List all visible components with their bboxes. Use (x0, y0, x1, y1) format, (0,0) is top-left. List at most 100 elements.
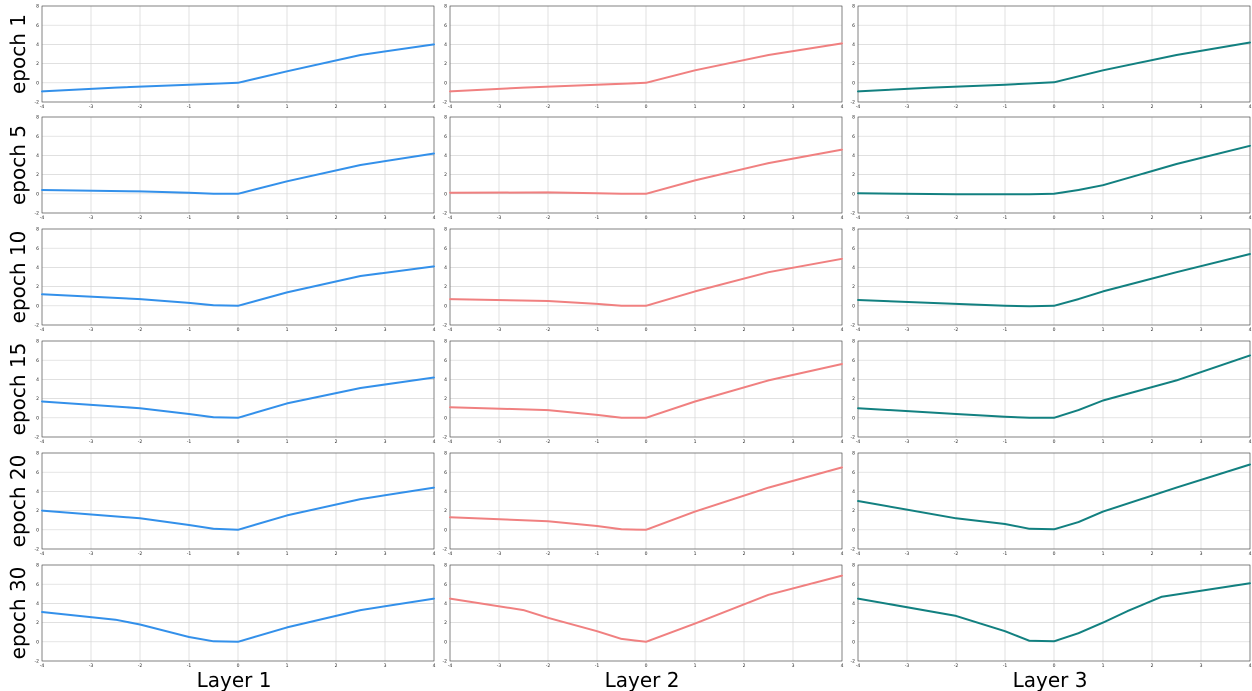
y-tick-label: 0 (444, 639, 447, 645)
x-tick-label: -4 (856, 215, 861, 221)
x-tick-label: 1 (1102, 327, 1105, 333)
panel-frame (41, 116, 435, 214)
x-tick-label: 0 (1053, 439, 1056, 445)
x-tick-label: 0 (1053, 551, 1056, 557)
y-tick-label: 2 (36, 61, 39, 67)
y-tick-label: 2 (852, 508, 855, 514)
x-tick-label: 0 (645, 215, 648, 221)
panel-frame (857, 116, 1251, 214)
y-tick-label: 0 (852, 415, 855, 421)
x-tick-label: 4 (841, 663, 844, 669)
y-tick-label: 4 (36, 601, 39, 607)
y-tick-label: -2 (35, 211, 40, 217)
x-tick-label: -3 (497, 551, 502, 557)
x-tick-label: 2 (1151, 439, 1154, 445)
x-tick-label: 0 (645, 439, 648, 445)
x-tick-label: 2 (743, 215, 746, 221)
x-tick-label: -3 (905, 215, 910, 221)
x-tick-label: -2 (138, 327, 143, 333)
y-tick-label: 4 (852, 601, 855, 607)
x-tick-label: 4 (433, 104, 436, 110)
y-tick-label: 6 (36, 134, 39, 140)
series-line (857, 41, 1251, 93)
x-tick-label: 4 (433, 215, 436, 221)
y-tick-label: -2 (851, 547, 856, 553)
y-tick-label: 8 (36, 563, 39, 569)
y-tick-label: 6 (444, 470, 447, 476)
panel-frame (449, 116, 843, 214)
x-tick-label: -2 (138, 663, 143, 669)
x-tick-label: -2 (138, 215, 143, 221)
panel-r4-c0: -4 -3 -2 -1 0 1 2 3 4 -2 0 2 4 6 8 (35, 451, 436, 557)
x-tick-label: -2 (546, 327, 551, 333)
column-label: Layer 1 (197, 668, 272, 691)
x-tick-label: 0 (237, 439, 240, 445)
x-tick-label: 3 (1200, 327, 1203, 333)
y-tick-label: -2 (35, 100, 40, 106)
x-tick-label: -4 (856, 663, 861, 669)
y-tick-label: 8 (36, 115, 39, 121)
x-tick-label: 2 (1151, 215, 1154, 221)
x-tick-label: -3 (497, 215, 502, 221)
y-tick-label: 8 (444, 4, 447, 10)
x-tick-label: -2 (138, 439, 143, 445)
y-tick-label: 6 (852, 470, 855, 476)
panel-r4-c1: -4 -3 -2 -1 0 1 2 3 4 -2 0 2 4 6 8 (443, 451, 844, 557)
row-label: epoch 15 (6, 343, 30, 436)
x-tick-label: -3 (89, 551, 94, 557)
panel-r3-c0: -4 -3 -2 -1 0 1 2 3 4 -2 0 2 4 6 8 (35, 339, 436, 445)
y-tick-label: 0 (444, 303, 447, 309)
x-tick-label: 3 (1200, 104, 1203, 110)
y-tick-label: -2 (851, 211, 856, 217)
x-tick-label: -3 (905, 663, 910, 669)
x-tick-label: 0 (645, 327, 648, 333)
y-tick-label: 8 (852, 339, 855, 345)
y-tick-label: 0 (444, 191, 447, 197)
x-tick-label: -4 (856, 327, 861, 333)
x-tick-label: 0 (237, 215, 240, 221)
row-label: epoch 1 (6, 14, 30, 94)
series-line (857, 582, 1251, 643)
x-tick-label: 3 (384, 215, 387, 221)
x-tick-label: 4 (1249, 439, 1252, 445)
panel-frame (449, 564, 843, 662)
panel-r0-c1: -4 -3 -2 -1 0 1 2 3 4 -2 0 2 4 6 8 (443, 4, 844, 110)
x-tick-label: -2 (954, 327, 959, 333)
x-tick-label: 1 (694, 215, 697, 221)
x-tick-label: 3 (1200, 215, 1203, 221)
x-tick-label: 1 (1102, 439, 1105, 445)
y-tick-label: 0 (36, 639, 39, 645)
x-tick-label: -3 (89, 439, 94, 445)
x-tick-label: -3 (89, 215, 94, 221)
x-tick-label: 4 (841, 215, 844, 221)
y-tick-label: 4 (852, 153, 855, 159)
x-tick-label: 2 (1151, 551, 1154, 557)
y-tick-label: 6 (444, 134, 447, 140)
x-tick-label: 0 (1053, 327, 1056, 333)
panel-r5-c0: -4 -3 -2 -1 0 1 2 3 4 -2 0 2 4 6 8 (35, 563, 436, 669)
y-tick-label: 2 (36, 284, 39, 290)
x-tick-label: -2 (546, 215, 551, 221)
x-tick-label: 1 (694, 439, 697, 445)
x-tick-label: -1 (595, 104, 600, 110)
y-tick-label: 4 (36, 377, 39, 383)
x-tick-label: -2 (546, 663, 551, 669)
x-tick-label: 3 (792, 439, 795, 445)
x-tick-label: 0 (645, 663, 648, 669)
y-tick-label: 4 (444, 42, 447, 48)
x-tick-label: 4 (1249, 551, 1252, 557)
x-tick-label: 0 (237, 663, 240, 669)
y-tick-label: 0 (852, 303, 855, 309)
y-tick-label: 6 (36, 582, 39, 588)
panel-frame (857, 564, 1251, 662)
series-line (41, 486, 435, 531)
x-tick-label: 2 (335, 663, 338, 669)
y-tick-label: 2 (852, 396, 855, 402)
panel-frame (41, 228, 435, 326)
panel-r1-c0: -4 -3 -2 -1 0 1 2 3 4 -2 0 2 4 6 8 (35, 115, 436, 221)
y-tick-label: 4 (852, 265, 855, 271)
panel-r0-c2: -4 -3 -2 -1 0 1 2 3 4 -2 0 2 4 6 8 (851, 4, 1252, 110)
x-tick-label: 3 (792, 551, 795, 557)
x-tick-label: 1 (286, 327, 289, 333)
x-tick-label: -2 (954, 215, 959, 221)
